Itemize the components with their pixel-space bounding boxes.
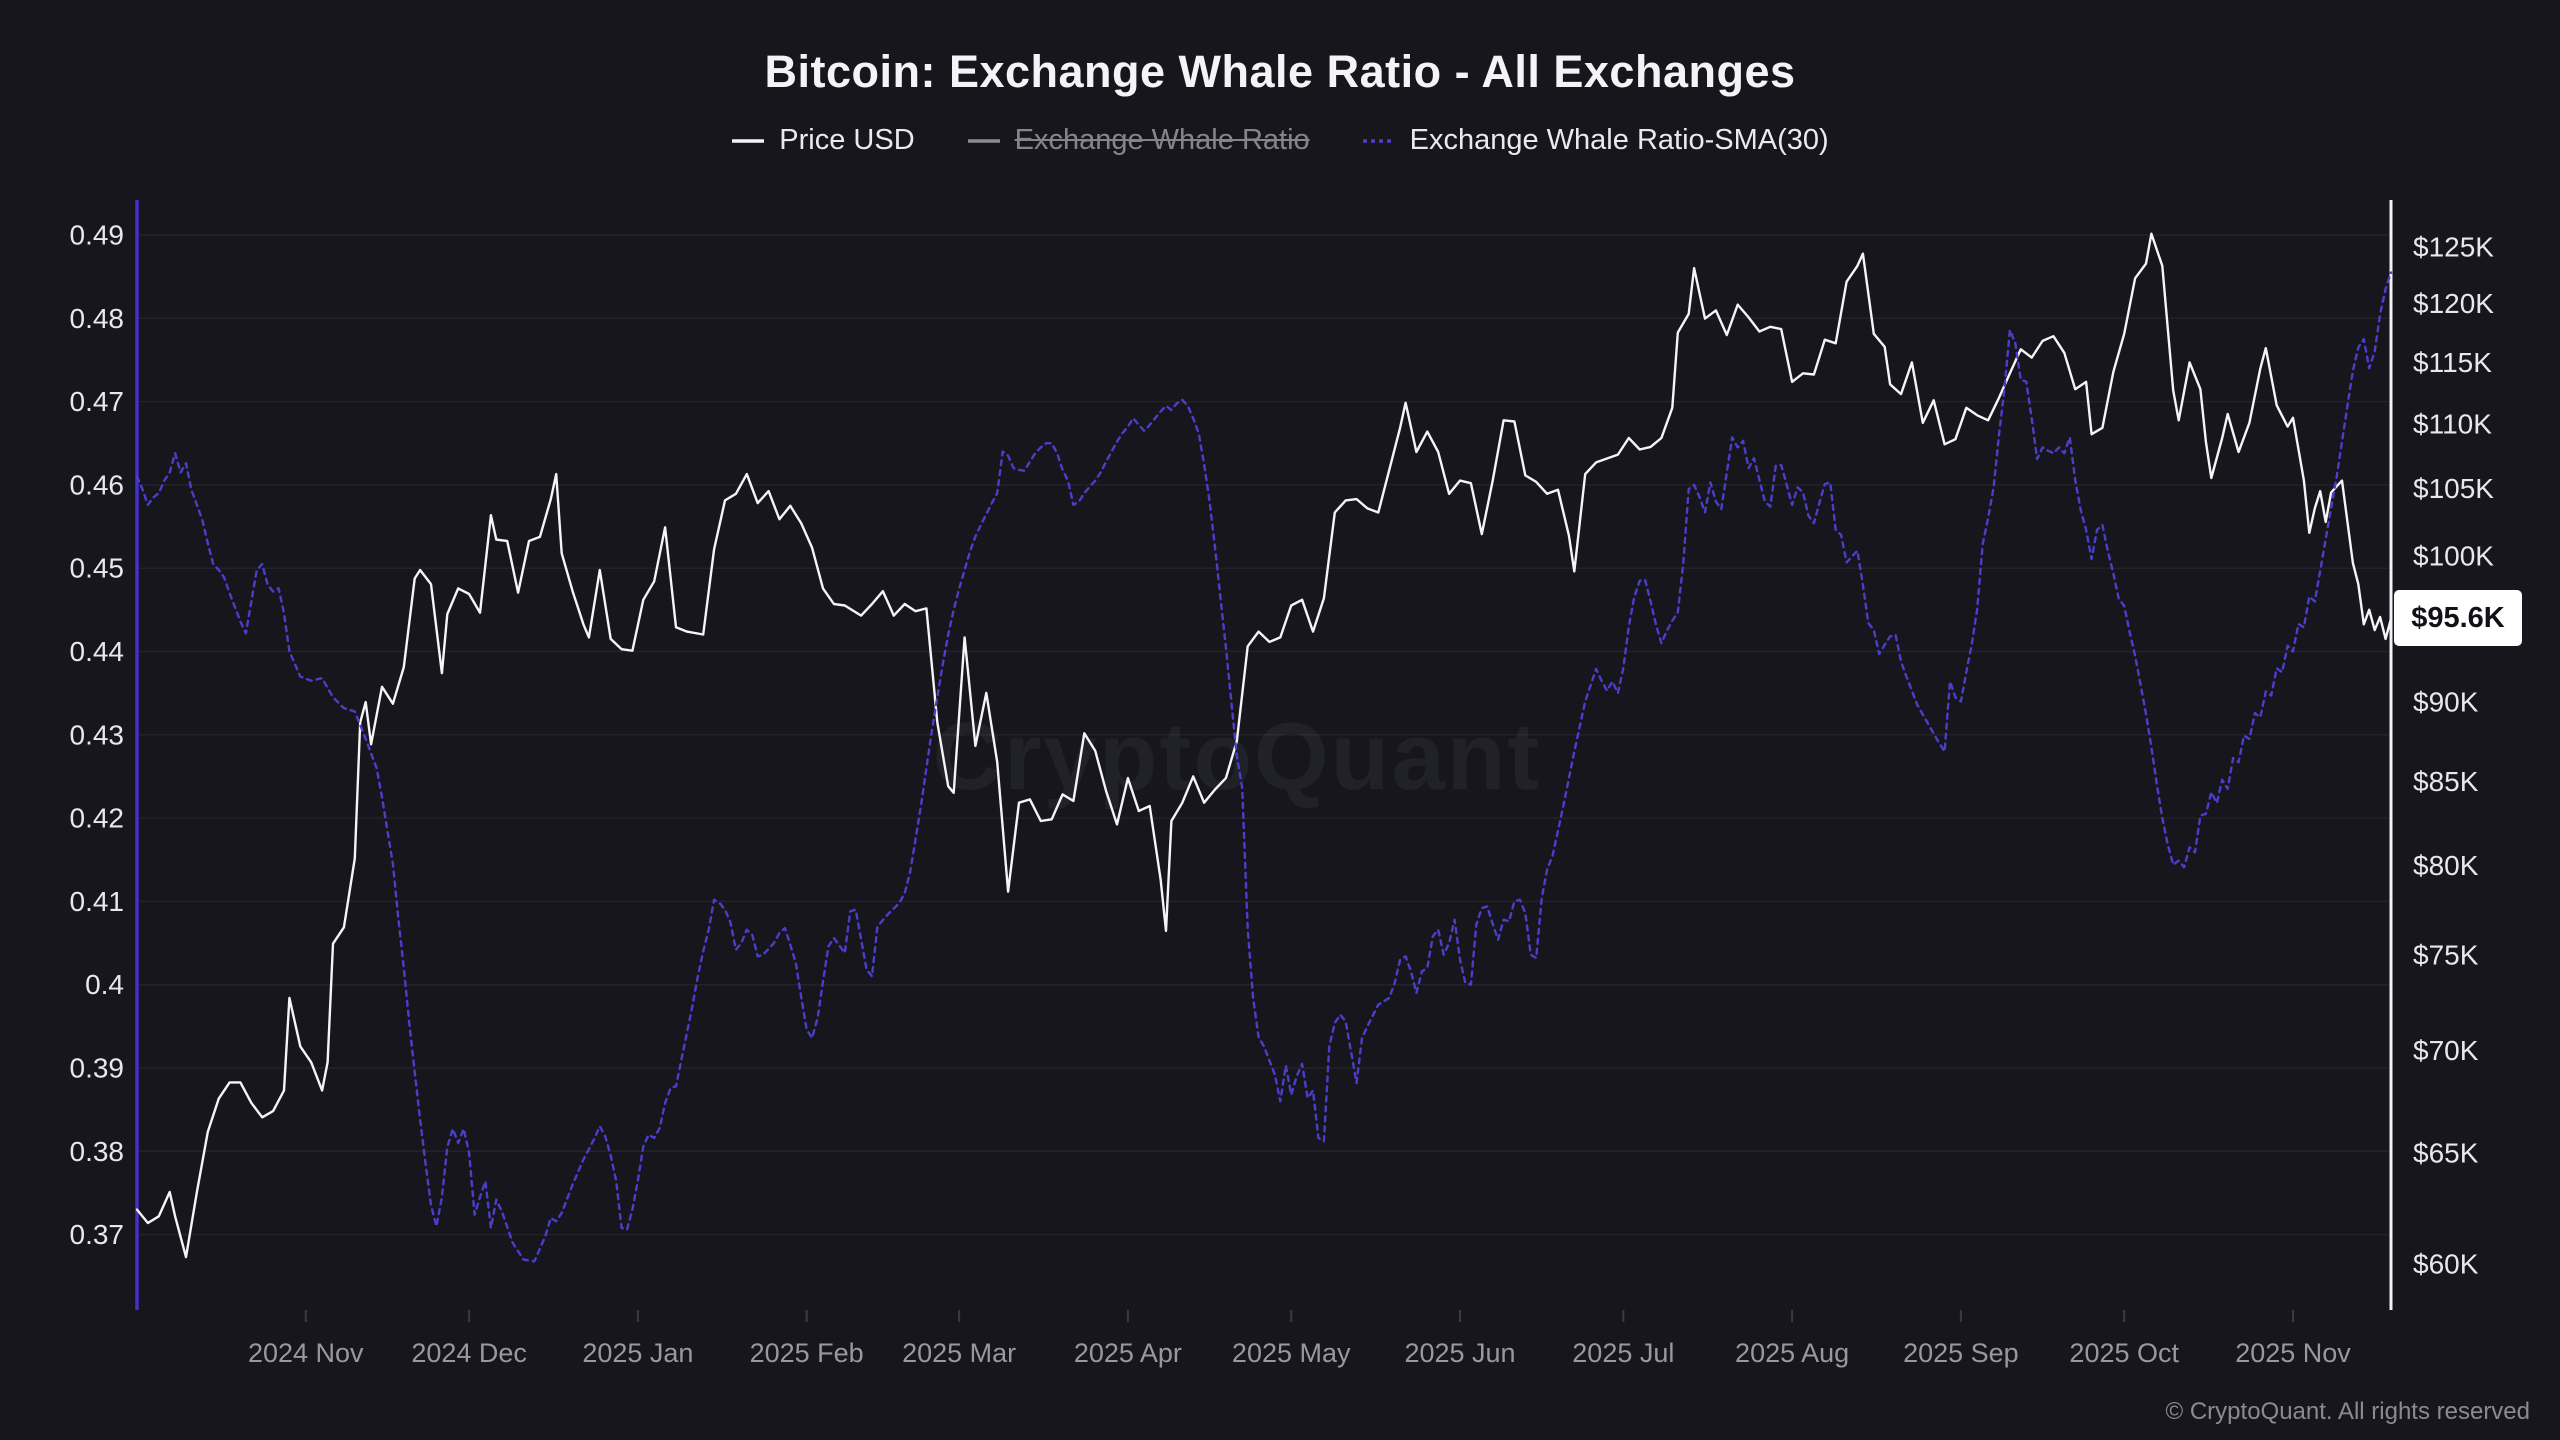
legend-item-exchange-whale-ratio[interactable]: Exchange Whale Ratio — [967, 124, 1310, 157]
legend-line-icon — [967, 138, 1000, 143]
x-axis-tick-label: 2025 Aug — [1735, 1338, 1849, 1368]
right-axis-tick-label: $65K — [2413, 1138, 2479, 1169]
x-axis-tick-label: 2025 May — [1232, 1338, 1351, 1368]
x-axis-tick-label: 2025 Jan — [582, 1338, 693, 1368]
right-axis-tick-label: $100K — [2413, 541, 2494, 572]
left-axis-tick-label: 0.42 — [70, 803, 125, 834]
right-axis-tick-label: $80K — [2413, 850, 2479, 881]
left-axis-tick-label: 0.46 — [70, 469, 125, 500]
right-axis-tick-label: $120K — [2413, 288, 2494, 319]
right-axis-tick-label: $85K — [2413, 766, 2479, 797]
left-axis-tick-label: 0.37 — [70, 1219, 125, 1250]
legend-label: Exchange Whale Ratio — [1014, 124, 1310, 156]
x-axis-tick-label: 2024 Nov — [248, 1338, 364, 1368]
legend-item-price-usd[interactable]: Price USD — [731, 124, 915, 157]
left-axis-tick-label: 0.41 — [70, 886, 125, 917]
right-axis-tick-label: $115K — [2413, 347, 2492, 378]
x-axis-tick-label: 2025 Mar — [902, 1338, 1016, 1368]
x-axis-tick-label: 2025 Jun — [1404, 1338, 1515, 1368]
page-title: Bitcoin: Exchange Whale Ratio - All Exch… — [764, 46, 1796, 97]
right-axis-tick-label: $60K — [2413, 1248, 2479, 1279]
legend-line-icon — [732, 138, 765, 143]
chart-legend: Price USD Exchange Whale Ratio Exchange … — [0, 124, 2560, 157]
legend-item-whale-ratio-sma30[interactable]: Exchange Whale Ratio-SMA(30) — [1362, 124, 1829, 157]
legend-dashed-line-icon — [1362, 138, 1395, 143]
x-axis-tick-label: 2024 Dec — [411, 1338, 527, 1368]
left-axis-tick-label: 0.39 — [70, 1053, 125, 1084]
x-axis-tick-label: 2025 Jul — [1572, 1338, 1674, 1368]
price-line — [135, 232, 2393, 1259]
left-axis-tick-label: 0.38 — [70, 1136, 125, 1167]
left-axis-tick-label: 0.44 — [70, 636, 125, 667]
whale-ratio-sma-line — [135, 271, 2393, 1263]
legend-label: Price USD — [779, 124, 915, 156]
left-axis-tick-label: 0.49 — [70, 220, 125, 251]
right-axis-tick-label: $105K — [2413, 473, 2494, 504]
latest-price-badge: $95.6K — [2394, 590, 2522, 647]
x-axis-tick-label: 2025 Sep — [1903, 1338, 2019, 1368]
left-axis-tick-label: 0.43 — [70, 719, 125, 750]
left-axis-tick-label: 0.48 — [70, 303, 125, 334]
x-axis-tick-label: 2025 Oct — [2069, 1338, 2179, 1368]
legend-label: Exchange Whale Ratio-SMA(30) — [1409, 124, 1829, 156]
copyright-notice: © CryptoQuant. All rights reserved — [2165, 1398, 2531, 1425]
right-axis-tick-label: $75K — [2413, 939, 2479, 970]
x-axis-tick-label: 2025 Apr — [1074, 1338, 1182, 1368]
right-axis-tick-label: $125K — [2413, 231, 2494, 262]
right-axis-tick-label: $110K — [2413, 409, 2492, 440]
left-axis-tick-label: 0.47 — [70, 386, 125, 417]
right-axis-tick-label: $90K — [2413, 687, 2479, 718]
right-axis-tick-label: $70K — [2413, 1035, 2479, 1066]
left-axis-tick-label: 0.45 — [70, 553, 125, 584]
x-axis-tick-label: 2025 Nov — [2235, 1338, 2351, 1368]
x-axis-tick-label: 2025 Feb — [750, 1338, 864, 1368]
left-axis-tick-label: 0.4 — [85, 969, 124, 1000]
